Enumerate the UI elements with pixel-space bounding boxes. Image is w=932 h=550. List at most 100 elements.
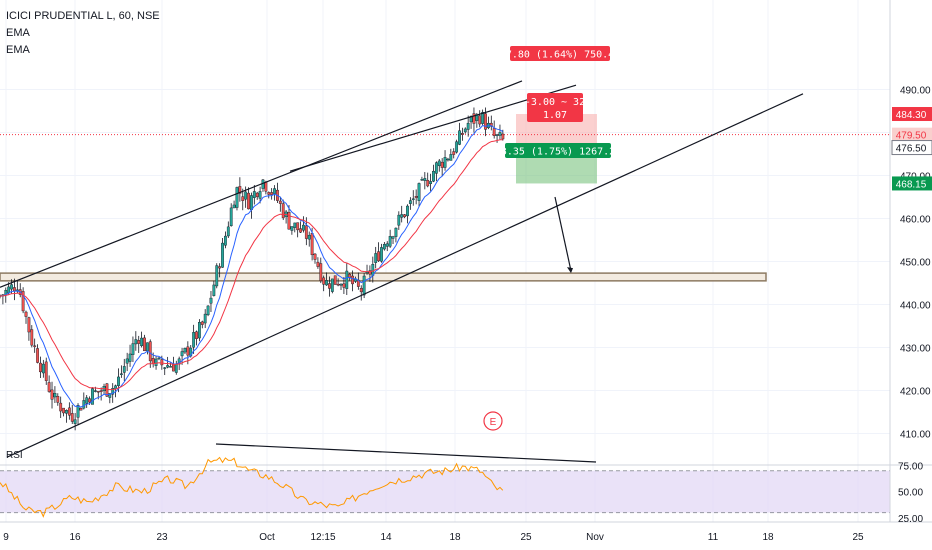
candle-body-4 (10, 284, 13, 290)
candle-body-116 (333, 275, 337, 285)
candle-body-87 (250, 195, 253, 210)
candle-body-130 (374, 253, 378, 263)
candle-body-71 (203, 313, 207, 324)
earnings-marker[interactable]: E (483, 411, 503, 431)
price-label-3: 468.15 (896, 179, 927, 190)
candle-body-46 (131, 343, 135, 355)
candle-body-144 (414, 196, 418, 198)
y-tick-label-4: 450.00 (900, 258, 931, 269)
candle-body-110 (316, 261, 320, 267)
candle-body-126 (362, 275, 366, 296)
candle-body-21 (59, 402, 63, 412)
position-labels: 7.80 (1.64%) 750.4 -3.00 ~ 32 1.07 8.35 (1.… (501, 46, 615, 158)
rsi-panel (0, 443, 932, 518)
candle-body-75 (215, 265, 219, 287)
x-tick-label-11: 25 (852, 532, 864, 543)
candle-body-154 (443, 157, 447, 168)
candles (0, 107, 505, 431)
candle-body-145 (417, 183, 421, 201)
candle-body-45 (128, 353, 132, 362)
center-label-1: -3.00 ~ 32 (525, 97, 585, 108)
candle-body-26 (73, 419, 77, 424)
candle-body-134 (385, 243, 389, 247)
candle-body-19 (53, 393, 57, 398)
candle-body-97 (278, 200, 282, 204)
candle-body-139 (400, 214, 404, 218)
x-tick-label-0: 9 (3, 532, 9, 543)
candle-body-25 (70, 413, 74, 422)
target-label-bg (510, 46, 610, 61)
candle-body-157 (452, 151, 456, 155)
x-tick-label-6: 18 (449, 532, 461, 543)
candle-body-137 (394, 227, 398, 237)
candle-body-108 (310, 233, 314, 256)
candle-body-125 (359, 287, 363, 293)
candle-body-83 (238, 186, 242, 194)
candle-body-28 (79, 408, 83, 411)
target-arrow-shaft (554, 196, 572, 272)
x-tick-label-3: Oct (259, 532, 275, 543)
candle-body-103 (296, 222, 300, 231)
rsi-line (0, 456, 504, 518)
price-labels: 484.30 479.50 476.50 468.15 (891, 107, 932, 191)
candle-body-67 (192, 332, 196, 348)
candle-body-122 (351, 275, 354, 285)
candle-body-92 (264, 181, 268, 192)
candle-body-56 (160, 359, 164, 366)
candle-body-49 (140, 337, 144, 347)
candle-body-43 (122, 366, 126, 373)
candle-body-3 (7, 286, 11, 294)
candle-body-84 (241, 196, 245, 201)
candle-body-61 (174, 363, 178, 373)
ema-fast-line (0, 124, 504, 408)
stop-label: 8.35 (1.75%) 1267.2 (501, 147, 615, 158)
rsi-band (0, 470, 890, 513)
candle-body-29 (82, 400, 86, 409)
candle-body-16 (44, 361, 48, 381)
candle-body-47 (134, 339, 138, 345)
price-label-bg-1 (892, 127, 932, 142)
target-label: 7.80 (1.64%) 750.4 (506, 50, 614, 61)
candle-body-23 (65, 410, 68, 414)
center-label-2: 1.07 (543, 110, 567, 121)
price-label-bg-2 (891, 140, 932, 156)
candle-body-113 (325, 280, 328, 286)
candle-body-171 (492, 128, 496, 136)
candle-body-65 (186, 346, 190, 356)
candle-body-117 (336, 283, 340, 286)
ema-indicator-1[interactable]: EMA (6, 27, 30, 39)
candle-body-95 (273, 188, 276, 194)
candle-body-76 (218, 266, 222, 269)
rsi-label[interactable]: RSI (6, 450, 23, 461)
candle-body-119 (342, 283, 346, 288)
candle-body-9 (24, 311, 28, 317)
y-tick-label-1: 420.00 (900, 387, 931, 398)
candle-body-80 (229, 207, 233, 227)
candle-body-81 (232, 204, 236, 209)
channel-upper-line (0, 80, 523, 288)
candle-body-120 (345, 270, 349, 289)
candle-body-68 (195, 331, 198, 339)
price-label-1: 479.50 (896, 131, 927, 142)
candle-body-77 (221, 242, 224, 268)
candle-body-15 (41, 363, 45, 374)
candle-body-32 (91, 388, 94, 405)
candle-body-79 (226, 226, 230, 237)
price-label-bg-3 (892, 176, 932, 191)
candle-body-142 (408, 200, 412, 204)
candle-body-14 (39, 362, 42, 373)
ema-indicator-2[interactable]: EMA (6, 44, 30, 56)
candle-body-59 (169, 366, 172, 368)
candle-body-172 (495, 134, 499, 136)
candle-body-156 (449, 154, 453, 161)
candle-body-20 (56, 396, 60, 403)
earnings-circle (483, 411, 503, 431)
candle-body-90 (258, 191, 262, 199)
x-tick-label-4: 12:15 (310, 532, 335, 543)
symbol-title[interactable]: ICICI PRUDENTIAL L, 60, NSE (6, 10, 160, 22)
candle-body-18 (50, 389, 54, 400)
x-tick-label-5: 14 (380, 532, 392, 543)
candle-body-69 (198, 322, 201, 339)
candle-body-5 (13, 287, 16, 292)
